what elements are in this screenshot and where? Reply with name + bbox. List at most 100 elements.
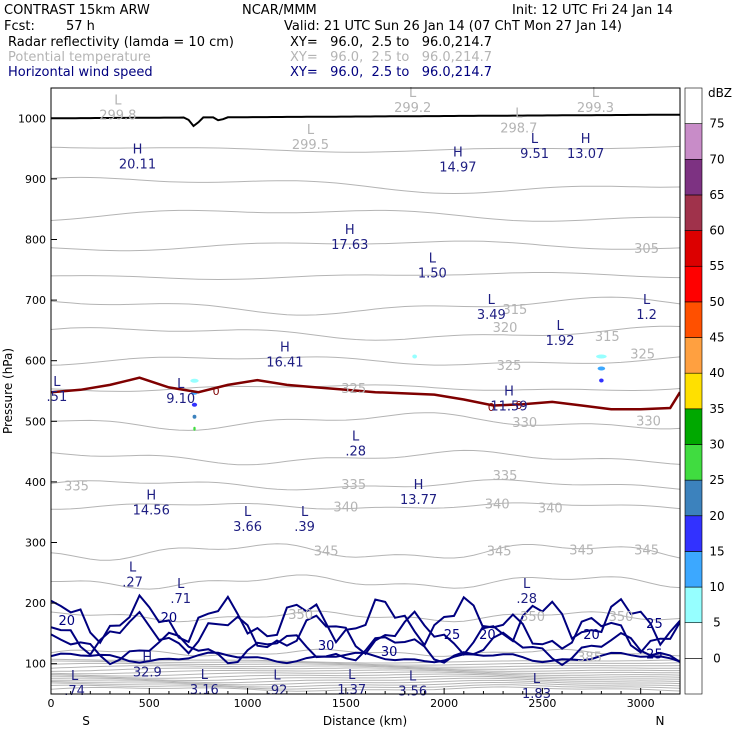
extremum-value: 1.83 <box>522 687 551 702</box>
reflectivity-column <box>412 354 417 359</box>
field-theta: Potential temperature <box>8 50 151 65</box>
colorbar-tick-label: 30 <box>709 437 724 451</box>
reflectivity-column <box>594 342 609 347</box>
colorbar-unit: dBZ <box>708 86 732 100</box>
colorbar-swatch <box>684 622 703 659</box>
upper-theta-line <box>51 667 680 672</box>
x-axis-label: Distance (km) <box>323 714 407 728</box>
extremum-value: 3.49 <box>477 308 506 323</box>
theta-label: 330 <box>512 416 537 431</box>
theta-label: 305 <box>634 242 659 257</box>
north-label: N <box>656 714 665 728</box>
x-tick-label: 2500 <box>528 697 556 710</box>
extremum-marker: H <box>345 223 355 238</box>
freezing-level-line <box>51 376 680 411</box>
theta-label: 350 <box>520 610 545 625</box>
theta-label: 345 <box>314 545 339 560</box>
extremum-marker: H <box>414 478 424 493</box>
wind-label: 25 <box>444 628 461 643</box>
south-label: S <box>82 714 90 728</box>
theta-label: 335 <box>341 478 366 493</box>
upper-theta-line <box>51 684 680 690</box>
extremum-value: 299.8 <box>99 108 136 123</box>
theta-contour <box>51 384 680 392</box>
colorbar-swatch <box>684 444 703 481</box>
wind-label: 20 <box>58 614 75 629</box>
extremum-marker: H <box>142 650 152 665</box>
field-wind-xy: XY= 96.0, 2.5 to 96.0,214.7 <box>290 65 493 80</box>
y-tick-label: 700 <box>25 294 46 307</box>
field-wind: Horizontal wind speed <box>8 65 153 80</box>
theta-contour <box>51 325 680 341</box>
reflectivity-column <box>599 378 604 383</box>
reflectivity-column <box>191 402 198 407</box>
x-tick-label: 0 <box>48 697 55 710</box>
y-tick-label: 800 <box>25 234 46 247</box>
organization: NCAR/MMM <box>242 3 317 18</box>
wind-label: 30 <box>381 645 398 660</box>
colorbar-swatch <box>684 586 703 624</box>
theta-contour <box>51 296 680 316</box>
theta-label: 325 <box>497 359 522 374</box>
wind-contour <box>51 593 680 648</box>
extremum-marker: L <box>409 86 417 101</box>
theta-contour <box>51 240 680 252</box>
upper-theta-line <box>51 686 680 692</box>
extremum-marker: L <box>177 377 185 392</box>
extremum-marker: H <box>581 132 591 147</box>
reflectivity-column <box>190 378 199 383</box>
y-tick-label: 600 <box>25 355 46 368</box>
colorbar-tick-label: 5 <box>713 616 721 630</box>
theta-contour <box>51 209 680 222</box>
theta-label: 315 <box>595 330 620 345</box>
theta-contour <box>51 479 680 491</box>
wind-contour <box>51 631 680 667</box>
theta-label: 335 <box>493 469 518 484</box>
valid-time: Valid: 21 UTC Sun 26 Jan 14 (07 ChT Mon … <box>284 19 622 34</box>
colorbar-swatch <box>684 87 703 124</box>
theta-contour <box>51 145 680 153</box>
extremum-marker: L <box>515 107 523 122</box>
theta-label: 320 <box>493 321 518 336</box>
upper-theta-line <box>51 669 680 675</box>
extremum-value: .92 <box>267 683 288 698</box>
colorbar-swatch <box>684 515 703 552</box>
extremum-value: 1.2 <box>636 308 657 323</box>
wind-label: 30 <box>318 639 335 654</box>
reflectivity-column <box>596 354 607 359</box>
extremum-value: 9.10 <box>166 392 195 407</box>
upper-theta-line <box>51 671 680 677</box>
theta-label: 330 <box>636 414 661 429</box>
theta-label: 385 <box>577 651 602 666</box>
field-reflectivity: Radar reflectivity (lamda = 10 cm) <box>8 35 234 50</box>
y-tick-label: 300 <box>25 537 46 550</box>
extremum-marker: L <box>531 132 539 147</box>
y-tick-label: 1000 <box>18 112 46 125</box>
extremum-marker: L <box>352 430 360 445</box>
extremum-marker: L <box>429 252 437 267</box>
extremum-value: 14.56 <box>133 504 170 519</box>
extremum-value: 299.3 <box>577 101 614 116</box>
extremum-value: 9.51 <box>520 147 549 162</box>
extremum-value: .39 <box>294 520 315 535</box>
colorbar-tick-label: 60 <box>709 224 724 238</box>
colorbar-swatch <box>684 301 703 338</box>
extremum-marker: L <box>307 123 315 138</box>
extremum-marker: L <box>177 577 185 592</box>
theta-label: 340 <box>538 502 563 517</box>
theta-label: 340 <box>333 500 358 515</box>
model-name: CONTRAST 15km ARW <box>4 3 150 18</box>
colorbar-swatch <box>684 479 703 517</box>
theta-contour <box>51 574 680 590</box>
extremum-marker: L <box>348 668 356 683</box>
colorbar-swatch <box>684 194 703 231</box>
extremum-value: .51 <box>47 390 68 405</box>
reflectivity-column <box>189 366 200 371</box>
extremum-value: 13.07 <box>567 147 604 162</box>
theta-label: 345 <box>487 545 512 560</box>
colorbar-swatch <box>684 123 703 160</box>
colorbar-tick-label: 50 <box>709 295 724 309</box>
extremum-marker: H <box>453 146 463 161</box>
extremum-marker: L <box>533 672 541 687</box>
